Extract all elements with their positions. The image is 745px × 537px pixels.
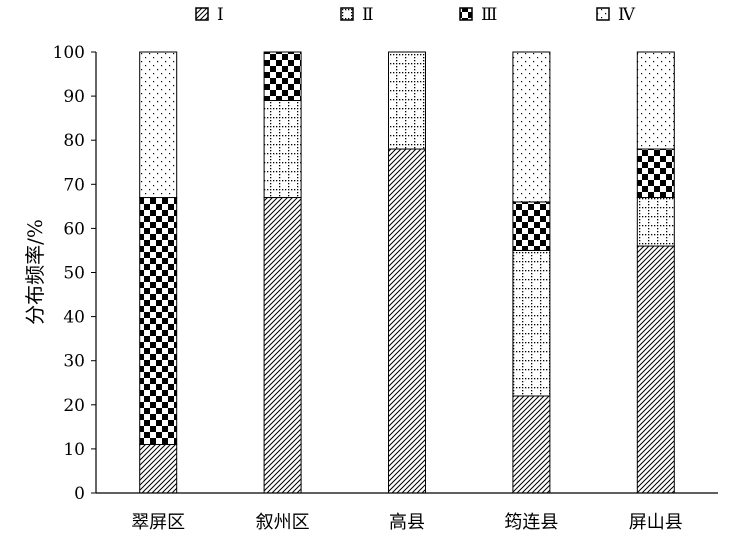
y-axis-label: 分布频率/%	[23, 219, 47, 325]
chart-legend: Ⅰ Ⅱ Ⅲ Ⅳ	[195, 5, 636, 25]
x-tick-label: 翠屏区	[131, 512, 185, 533]
legend-swatch	[195, 7, 209, 21]
bar-segment	[512, 51, 551, 203]
bar-segment	[636, 148, 675, 199]
legend-label: Ⅳ	[618, 5, 636, 25]
bar-segment	[388, 51, 426, 150]
x-tick-label: 屏山县	[629, 512, 683, 533]
bar-segment	[512, 395, 551, 494]
legend-label: Ⅲ	[481, 5, 497, 25]
y-tick-label: 20	[63, 396, 85, 416]
y-tick-label: 100	[53, 43, 85, 63]
y-tick-label: 70	[63, 175, 85, 195]
bar-segment	[512, 249, 551, 397]
y-tick-label: 60	[63, 219, 85, 239]
bar-segment	[636, 245, 675, 494]
x-tick-label: 筠连县	[504, 512, 558, 533]
bar-segment	[636, 197, 675, 247]
y-tick-label: 50	[63, 264, 85, 284]
x-axis-ticks: 翠屏区 叙州区 高县 筠连县 屏山县	[131, 512, 683, 533]
legend-swatch	[459, 7, 473, 21]
bar-segment	[512, 201, 551, 251]
y-tick-label: 10	[63, 440, 85, 460]
bar-segment	[139, 443, 178, 494]
legend-swatch	[340, 7, 354, 21]
bars-group	[139, 51, 675, 494]
bar-segment	[139, 51, 178, 199]
bar-segment	[388, 148, 426, 494]
bar-segment	[636, 51, 675, 150]
y-axis-ticks: 0 10 20 30 40 50 60 70 80 90 100	[53, 43, 96, 504]
y-tick-label: 0	[74, 484, 85, 504]
x-tick-label: 高县	[389, 512, 425, 533]
legend-label: Ⅱ	[362, 5, 374, 25]
legend-label: Ⅰ	[217, 5, 224, 25]
bar-segment	[263, 51, 302, 102]
bar-segment	[139, 197, 178, 445]
y-tick-label: 80	[63, 131, 85, 151]
legend-swatch	[596, 7, 610, 21]
y-tick-label: 40	[63, 308, 85, 328]
y-tick-label: 30	[63, 352, 85, 372]
bar-segment	[263, 197, 302, 494]
y-tick-label: 90	[63, 87, 85, 107]
bar-segment	[263, 100, 302, 199]
x-tick-label: 叙州区	[256, 512, 310, 533]
